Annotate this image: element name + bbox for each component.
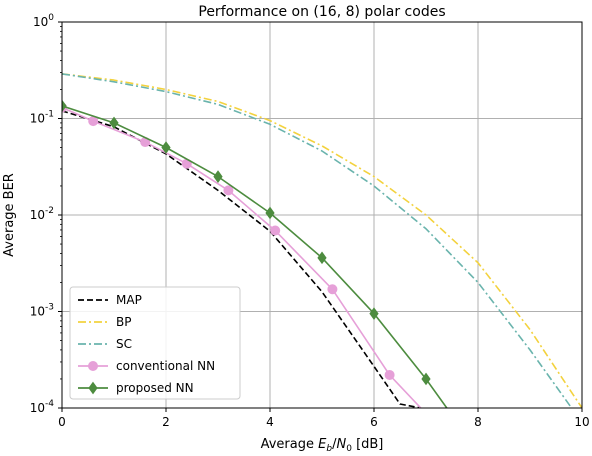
- legend-label: MAP: [116, 293, 142, 307]
- x-tick-label: 2: [162, 415, 170, 429]
- x-tick-label: 0: [58, 415, 66, 429]
- y-tick-label: 10-2: [30, 206, 54, 222]
- data-point: [270, 225, 281, 236]
- series-sc: [62, 73, 573, 408]
- y-tick-base: 10: [30, 208, 45, 222]
- data-point: [223, 185, 234, 196]
- series-line: [62, 73, 582, 408]
- data-point: [421, 372, 431, 386]
- legend-label: proposed NN: [116, 381, 194, 395]
- x-axis-label: Average Eb/N0 [dB]: [261, 437, 384, 454]
- x-axis-label-sub-0: 0: [346, 444, 352, 454]
- legend: MAP BP SC conventional NN proposed NN: [69, 286, 241, 400]
- legend-box: [69, 286, 241, 400]
- legend-label: BP: [116, 315, 131, 329]
- x-tick-label: 8: [474, 415, 482, 429]
- data-point: [109, 116, 119, 130]
- y-tick-label: 10-1: [30, 110, 54, 126]
- x-tick-label: 6: [370, 415, 378, 429]
- x-axis-label-symbol-e: E: [318, 437, 327, 452]
- series-proposed-nn: [62, 99, 448, 408]
- y-tick-exponent: 0: [48, 13, 54, 23]
- x-axis-label-suffix: [dB]: [352, 437, 383, 452]
- data-point: [369, 307, 379, 320]
- legend-label: SC: [116, 337, 132, 351]
- y-tick-base: 10: [30, 401, 45, 415]
- x-tick-label: 4: [266, 415, 274, 429]
- x-axis-label-prefix: Average: [261, 437, 319, 452]
- y-tick-base: 10: [33, 15, 48, 29]
- x-axis-label-slash: /: [332, 437, 337, 452]
- chart-title: Performance on (16, 8) polar codes: [198, 4, 445, 20]
- legend-item: conventional NN: [78, 359, 215, 373]
- data-point: [317, 251, 327, 265]
- legend-label: conventional NN: [116, 359, 215, 373]
- legend-item: proposed NN: [78, 381, 194, 395]
- series-line: [62, 73, 573, 408]
- x-axis-label-symbol-n: N: [336, 437, 346, 452]
- legend-marker: [88, 381, 98, 395]
- y-tick-label: 100: [33, 13, 54, 29]
- legend-marker: [88, 361, 98, 371]
- y-tick-label: 10-3: [30, 303, 54, 319]
- data-point: [265, 206, 275, 220]
- legend-item: BP: [78, 315, 131, 329]
- y-tick-exponent: -4: [45, 399, 54, 409]
- data-point: [213, 170, 223, 183]
- y-axis-label: Average BER: [2, 173, 17, 257]
- data-point: [327, 284, 338, 295]
- data-point: [384, 369, 395, 380]
- y-tick-exponent: -1: [45, 110, 54, 120]
- y-tick-base: 10: [30, 305, 45, 319]
- legend-item: SC: [78, 337, 132, 351]
- x-axis: 0 2 4 6 8 10: [58, 408, 590, 429]
- x-tick-label: 10: [574, 415, 589, 429]
- x-axis-label-sub-b: b: [326, 444, 332, 454]
- data-point: [62, 99, 67, 113]
- y-tick-exponent: -2: [45, 206, 54, 216]
- legend-item: MAP: [78, 293, 142, 307]
- y-tick-base: 10: [30, 112, 45, 126]
- y-tick-exponent: -3: [45, 303, 54, 313]
- series-layer: [62, 73, 582, 408]
- series-bp: [62, 73, 582, 408]
- y-tick-label: 10-4: [30, 399, 55, 415]
- data-point: [161, 141, 171, 154]
